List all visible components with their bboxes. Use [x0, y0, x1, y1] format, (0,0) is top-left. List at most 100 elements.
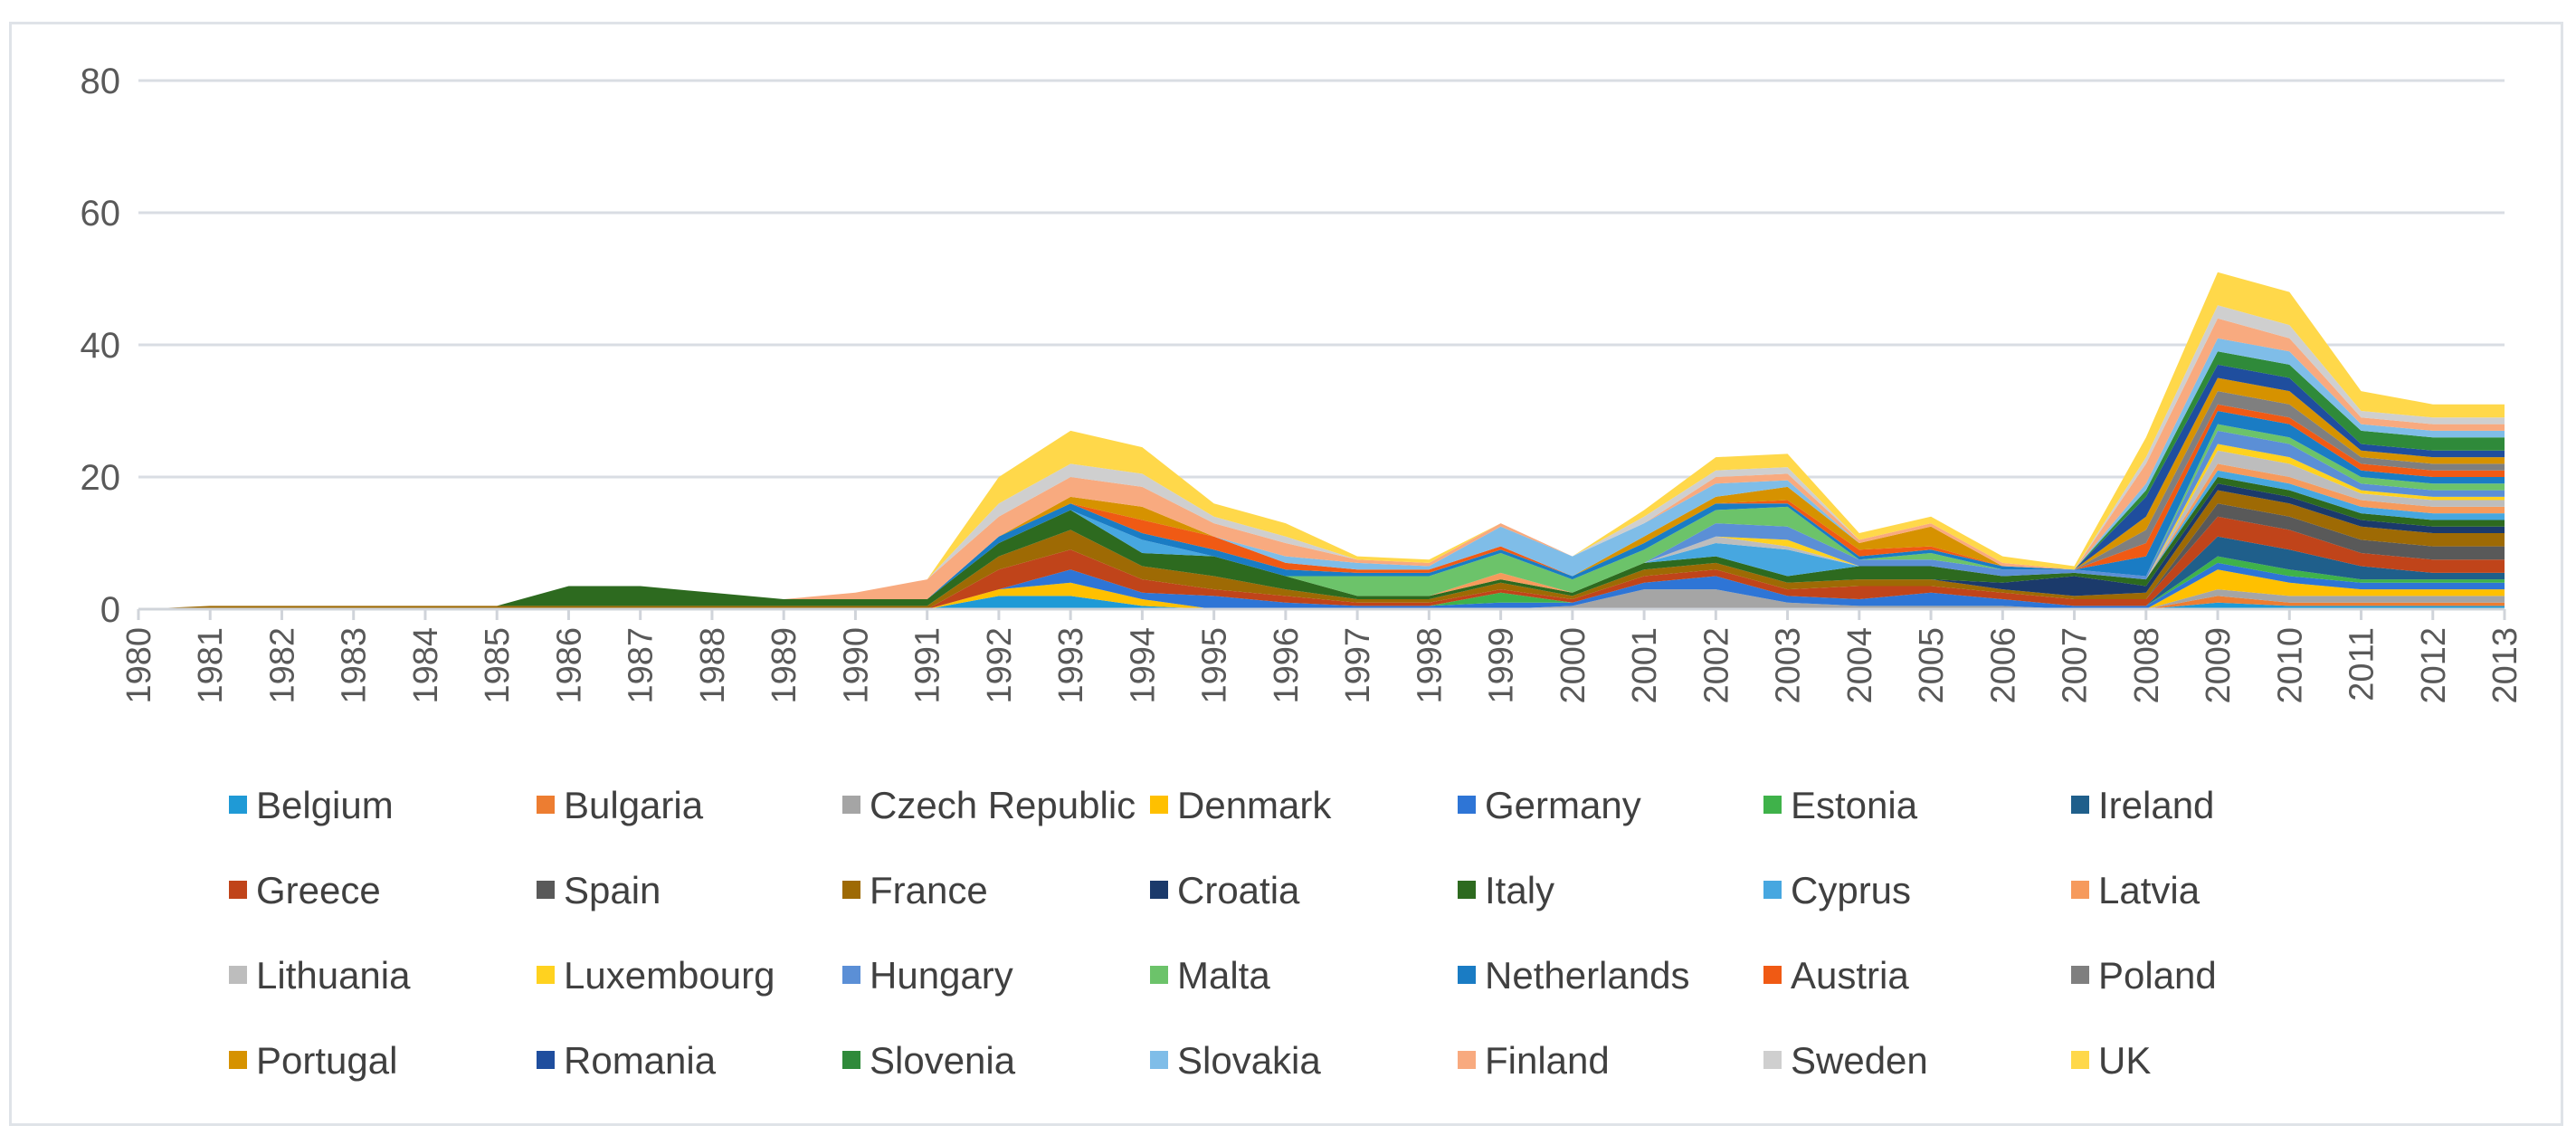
legend-label: Malta	[1177, 954, 1270, 997]
legend-swatch	[1763, 966, 1782, 984]
x-tick-label: 1993	[1052, 627, 1090, 704]
x-tick-label: 1995	[1196, 627, 1234, 704]
legend-label: Latvia	[2098, 869, 2201, 911]
x-tick-label: 1984	[407, 627, 445, 704]
legend-label: Croatia	[1177, 869, 1300, 911]
x-tick-label: 1982	[263, 627, 301, 704]
x-tick-label: 1985	[479, 627, 517, 704]
x-tick-label: 1999	[1483, 627, 1521, 704]
legend-swatch	[1150, 966, 1168, 984]
chart-frame: 0 20 40 60 80 1980 1981 1982 1983 1984 1985 1986 198…	[9, 22, 2563, 1126]
x-tick-label: 1998	[1411, 627, 1449, 704]
legend-label: Poland	[2098, 954, 2217, 997]
legend-swatch	[229, 881, 247, 899]
legend-label: Spain	[564, 869, 661, 911]
legend-label: Italy	[1485, 869, 1554, 911]
legend-label: Estonia	[1791, 784, 1918, 826]
legend-swatch	[537, 796, 555, 814]
y-tick-label: 80	[81, 62, 121, 101]
legend-swatch	[537, 1051, 555, 1069]
x-tick-label: 2001	[1626, 627, 1664, 704]
legend: Belgium Bulgaria Czech Republic Denmark Germ…	[229, 784, 2217, 1082]
legend-label: Denmark	[1177, 784, 1332, 826]
x-tick-label: 1992	[981, 627, 1019, 704]
legend-swatch	[842, 796, 860, 814]
legend-label: Bulgaria	[564, 784, 704, 826]
x-tick-label: 2013	[2486, 627, 2524, 704]
legend-swatch	[2071, 796, 2089, 814]
legend-label: Greece	[256, 869, 381, 911]
x-tick-label: 1990	[837, 627, 875, 704]
x-tick-label: 1996	[1268, 627, 1306, 704]
area-uk	[138, 272, 2505, 609]
legend-label: Germany	[1485, 784, 1641, 826]
legend-swatch	[1458, 1051, 1476, 1069]
legend-label: France	[870, 869, 988, 911]
legend-swatch	[1763, 881, 1782, 899]
legend-label: Finland	[1485, 1039, 1610, 1082]
legend-swatch	[229, 796, 247, 814]
stacked-areas	[138, 272, 2505, 609]
x-tick-label: 1997	[1339, 627, 1377, 704]
legend-label: Austria	[1791, 954, 1909, 997]
legend-label: Belgium	[256, 784, 394, 826]
x-tick-label: 2009	[2200, 627, 2238, 704]
area-hungary	[138, 430, 2505, 609]
legend-label: Sweden	[1791, 1039, 1928, 1082]
x-tick-label: 2004	[1841, 627, 1879, 704]
x-tick-label: 1983	[336, 627, 374, 704]
legend-label: Lithuania	[256, 954, 411, 997]
legend-swatch	[842, 966, 860, 984]
legend-swatch	[229, 966, 247, 984]
area-sweden	[138, 305, 2505, 609]
legend-swatch	[842, 881, 860, 899]
y-tick-label: 20	[81, 458, 121, 498]
legend-swatch	[229, 1051, 247, 1069]
y-tick-label: 40	[81, 326, 121, 366]
area-spain	[138, 503, 2505, 609]
legend-swatch	[1458, 881, 1476, 899]
legend-swatch	[1458, 966, 1476, 984]
x-tick-label: 1986	[550, 627, 588, 704]
x-tick-label: 2008	[2128, 627, 2166, 704]
legend-swatch	[2071, 966, 2089, 984]
y-tick-label: 0	[100, 590, 120, 630]
x-tick-label: 1989	[765, 627, 803, 704]
legend-label: Romania	[564, 1039, 717, 1082]
x-tick-label: 2003	[1770, 627, 1808, 704]
area-austria	[138, 404, 2505, 609]
legend-label: Ireland	[2098, 784, 2214, 826]
x-tick-label: 1987	[623, 627, 661, 704]
x-tick-label: 1994	[1124, 627, 1162, 704]
legend-swatch	[1150, 1051, 1168, 1069]
legend-label: Hungary	[870, 954, 1013, 997]
x-tick-label: 2011	[2343, 627, 2381, 701]
area-germany	[138, 562, 2505, 609]
legend-swatch	[1150, 796, 1168, 814]
legend-swatch	[2071, 881, 2089, 899]
legend-label: Czech Republic	[870, 784, 1136, 826]
legend-label: Portugal	[256, 1039, 397, 1082]
area-france	[138, 490, 2505, 609]
area-poland	[138, 391, 2505, 609]
x-tick-label: 2005	[1913, 627, 1951, 704]
legend-swatch	[842, 1051, 860, 1069]
chart-canvas: 0 20 40 60 80 1980 1981 1982 1983 1984 1985 1986 198…	[81, 62, 2525, 1082]
axes: 0 20 40 60 80 1980 1981 1982 1983 1984 1985 1986 198…	[81, 62, 2525, 704]
legend-swatch	[1458, 796, 1476, 814]
x-tick-label: 1981	[192, 627, 230, 704]
x-tick-label: 1980	[120, 627, 158, 704]
legend-swatch	[2071, 1051, 2089, 1069]
x-tick-label: 2000	[1554, 627, 1592, 704]
legend-label: Slovenia	[870, 1039, 1016, 1082]
x-tick-label: 2006	[1984, 627, 2022, 704]
legend-label: Netherlands	[1485, 954, 1689, 997]
legend-label: Slovakia	[1177, 1039, 1321, 1082]
legend-swatch	[1150, 881, 1168, 899]
legend-swatch	[1763, 796, 1782, 814]
legend-label: Cyprus	[1791, 869, 1911, 911]
area-italy	[138, 477, 2505, 609]
area-lithuania	[138, 450, 2505, 609]
x-tick-label: 2010	[2271, 627, 2309, 704]
area-cyprus	[138, 470, 2505, 609]
